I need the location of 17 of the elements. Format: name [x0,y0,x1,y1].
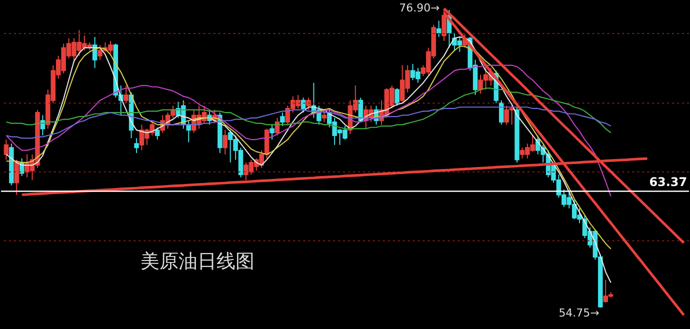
candlestick [124,85,128,104]
ref-line-label: 63.37 [649,175,688,190]
candlestick [280,112,285,127]
candlestick [300,97,306,114]
candlestick [4,139,9,160]
annotation: 美原油日线图 [140,250,255,273]
candlestick [436,20,442,38]
candlestick [270,124,274,140]
candlestick [134,138,139,154]
candlestick [306,97,311,110]
candlestick [394,88,400,106]
candlestick [322,109,327,122]
candlestick [222,130,228,155]
annotation: 76.90→ [399,1,440,14]
candlestick [498,100,504,126]
annotation: 54.75→ [558,306,600,320]
candlestick [154,126,160,140]
